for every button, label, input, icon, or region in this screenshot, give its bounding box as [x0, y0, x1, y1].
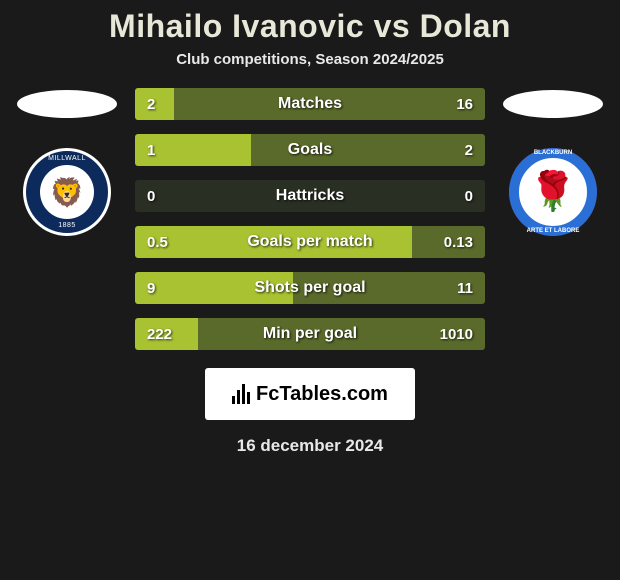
left-flag-icon [17, 90, 117, 118]
stat-row: 2 16 Matches [135, 88, 485, 120]
stat-label: Shots per goal [254, 279, 365, 297]
stat-row: 9 11 Shots per goal [135, 272, 485, 304]
stat-row: 0 0 Hattricks [135, 180, 485, 212]
stat-value-right: 11 [457, 280, 473, 297]
stat-value-left: 1 [147, 142, 155, 159]
stat-label: Min per goal [263, 325, 357, 343]
main-row: MILLWALL 🦁 1885 2 16 Matches 1 2 Goals 0 0 Hattr… [0, 86, 620, 350]
rose-icon: 🌹 [529, 173, 576, 211]
bar-right [251, 134, 486, 166]
stat-value-right: 2 [465, 142, 473, 159]
right-flag-icon [503, 90, 603, 118]
stat-value-left: 9 [147, 280, 155, 297]
stat-label: Goals [288, 141, 332, 159]
brand-label: FcTables.com [256, 383, 388, 406]
stat-value-left: 222 [147, 326, 172, 343]
crest-text: MILLWALL [48, 155, 86, 162]
stat-value-right: 1010 [440, 326, 473, 343]
crest-motto: ARTE ET LABORE [527, 228, 580, 234]
stat-value-left: 0 [147, 188, 155, 205]
comparison-card: Mihailo Ivanovic vs Dolan Club competiti… [0, 0, 620, 456]
stat-value-left: 2 [147, 96, 155, 113]
stat-value-right: 0.13 [444, 234, 473, 251]
right-club-crest: BLACKBURN 🌹 ARTE ET LABORE [509, 148, 597, 236]
left-player-column: MILLWALL 🦁 1885 [7, 86, 127, 236]
stat-label: Hattricks [276, 187, 344, 205]
crest-year: 1885 [58, 222, 76, 229]
stat-label: Goals per match [247, 233, 372, 251]
stat-value-left: 0.5 [147, 234, 168, 251]
stats-table: 2 16 Matches 1 2 Goals 0 0 Hattricks 0.5 0.13 Goals… [135, 86, 485, 350]
crest-inner: 🦁 [40, 165, 94, 219]
lion-icon: 🦁 [50, 176, 85, 209]
stat-row: 1 2 Goals [135, 134, 485, 166]
page-title: Mihailo Ivanovic vs Dolan [109, 8, 511, 45]
stat-row: 222 1010 Min per goal [135, 318, 485, 350]
crest-text: BLACKBURN [534, 150, 572, 156]
stat-value-right: 16 [456, 96, 473, 113]
bars-icon [232, 384, 250, 404]
subtitle: Club competitions, Season 2024/2025 [176, 51, 444, 68]
branding-badge[interactable]: FcTables.com [205, 368, 415, 420]
stat-row: 0.5 0.13 Goals per match [135, 226, 485, 258]
right-player-column: BLACKBURN 🌹 ARTE ET LABORE [493, 86, 613, 236]
date-label: 16 december 2024 [237, 436, 384, 456]
stat-value-right: 0 [465, 188, 473, 205]
left-club-crest: MILLWALL 🦁 1885 [23, 148, 111, 236]
stat-label: Matches [278, 95, 342, 113]
